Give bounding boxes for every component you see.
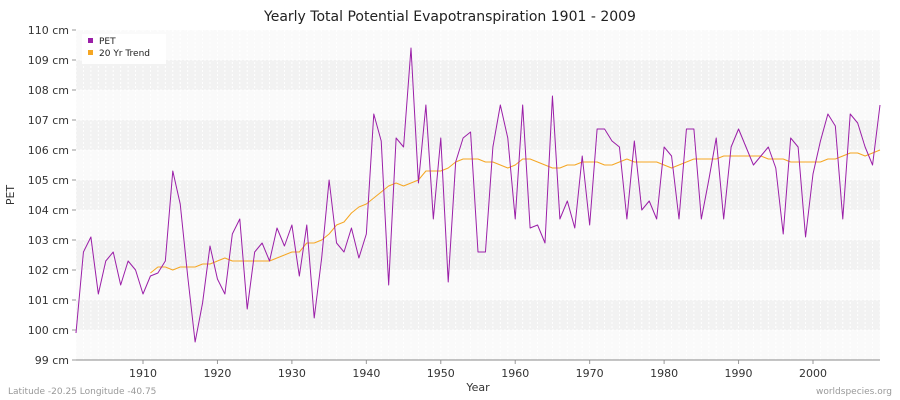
y-tick-label: 107 cm [28,114,69,127]
x-axis-ticks: 1910 1920 1930 1940 1950 1960 1970 1980 1990 2000 [129,360,827,380]
y-tick-label: 106 cm [28,144,69,157]
y-tick-label: 105 cm [28,174,69,187]
y-tick-label: 108 cm [28,84,69,97]
footer-source: worldspecies.org [816,387,892,397]
x-tick-label: 1970 [576,367,604,380]
legend-label-pet: PET [99,37,116,47]
y-tick-label: 102 cm [28,264,69,277]
y-tick-label: 104 cm [28,204,69,217]
series-layer [75,47,881,343]
series-line-pet [75,47,881,343]
legend-swatch-trend [88,50,93,55]
y-tick-label: 109 cm [28,54,69,67]
legend-swatch-pet [88,38,93,43]
legend: PET 20 Yr Trend [82,34,166,64]
y-tick-label: 103 cm [28,234,69,247]
x-tick-label: 1960 [501,367,529,380]
x-axis-label: Year [465,381,490,394]
x-tick-label: 1980 [650,367,678,380]
y-tick-label: 99 cm [35,354,69,367]
x-tick-label: 1990 [725,367,753,380]
x-tick-label: 1950 [427,367,455,380]
y-tick-label: 100 cm [28,324,69,337]
footer-location: Latitude -20.25 Longitude -40.75 [8,387,156,397]
y-axis-ticks: 99 cm 100 cm 101 cm 102 cm 103 cm 104 cm 105 c… [28,24,76,367]
chart-title: Yearly Total Potential Evapotranspiratio… [263,9,636,25]
x-tick-label: 2000 [799,367,827,380]
legend-box [82,34,166,64]
y-axis-label: PET [4,185,17,206]
x-tick-label: 1940 [352,367,380,380]
series-line-trend [150,149,881,274]
x-tick-label: 1910 [129,367,157,380]
x-tick-label: 1920 [203,367,231,380]
y-tick-label: 101 cm [28,294,69,307]
legend-label-trend: 20 Yr Trend [99,49,150,59]
y-tick-label: 110 cm [28,24,69,37]
x-tick-label: 1930 [278,367,306,380]
